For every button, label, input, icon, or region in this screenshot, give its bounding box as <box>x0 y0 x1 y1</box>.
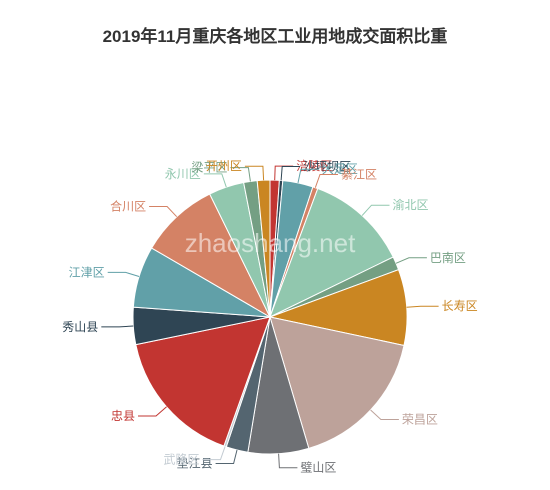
leader-line-0 <box>274 165 294 181</box>
leader-line-11 <box>138 406 167 417</box>
slice-label-8: 璧山区 <box>300 460 336 475</box>
leader-line-4 <box>361 204 390 216</box>
leader-line-15 <box>203 173 227 188</box>
slice-label-4: 渝北区 <box>393 197 429 212</box>
leader-line-7 <box>370 409 399 420</box>
slice-label-16: 梁平区 <box>191 160 227 175</box>
leader-line-2 <box>297 168 319 184</box>
slice-label-6: 长寿区 <box>442 299 478 313</box>
leader-line-16 <box>230 167 251 182</box>
chart-title: 2019年11月重庆各地区工业用地成交面积比重 <box>102 27 448 46</box>
pie-slice-7[interactable] <box>269 316 405 450</box>
slice-label-14: 合川区 <box>110 199 146 214</box>
leader-line-1 <box>280 166 301 181</box>
slice-label-5: 巴南区 <box>430 250 466 265</box>
leader-line-9 <box>215 449 238 464</box>
slice-label-13: 江津区 <box>69 265 105 279</box>
slice-label-11: 忠县 <box>111 409 135 423</box>
slice-label-3: 綦江区 <box>341 168 377 182</box>
leader-line-12 <box>101 325 134 328</box>
leader-line-10 <box>202 446 226 461</box>
slice-label-17: 开州区 <box>206 159 242 173</box>
slice-label-1: 沙坪坝区 <box>303 160 351 174</box>
leader-line-6 <box>406 305 439 308</box>
slice-label-2: 大足区 <box>322 162 358 176</box>
pie-slice-14[interactable] <box>150 193 272 319</box>
leader-line-14 <box>149 206 178 218</box>
slice-label-15: 永川区 <box>165 167 201 181</box>
leader-line-13 <box>107 271 140 277</box>
watermark-text: zhaoshang.net <box>185 228 356 258</box>
leader-line-8 <box>278 453 298 469</box>
leader-line-17 <box>244 165 265 181</box>
pie-slice-4[interactable] <box>269 187 394 318</box>
leader-line-5 <box>395 257 427 264</box>
slice-label-10: 武隆区 <box>163 452 199 467</box>
pie-slice-11[interactable] <box>135 316 271 447</box>
slice-label-12: 秀山县 <box>62 320 98 334</box>
slice-label-7: 荣昌区 <box>402 413 438 427</box>
leader-line-3 <box>314 174 338 188</box>
